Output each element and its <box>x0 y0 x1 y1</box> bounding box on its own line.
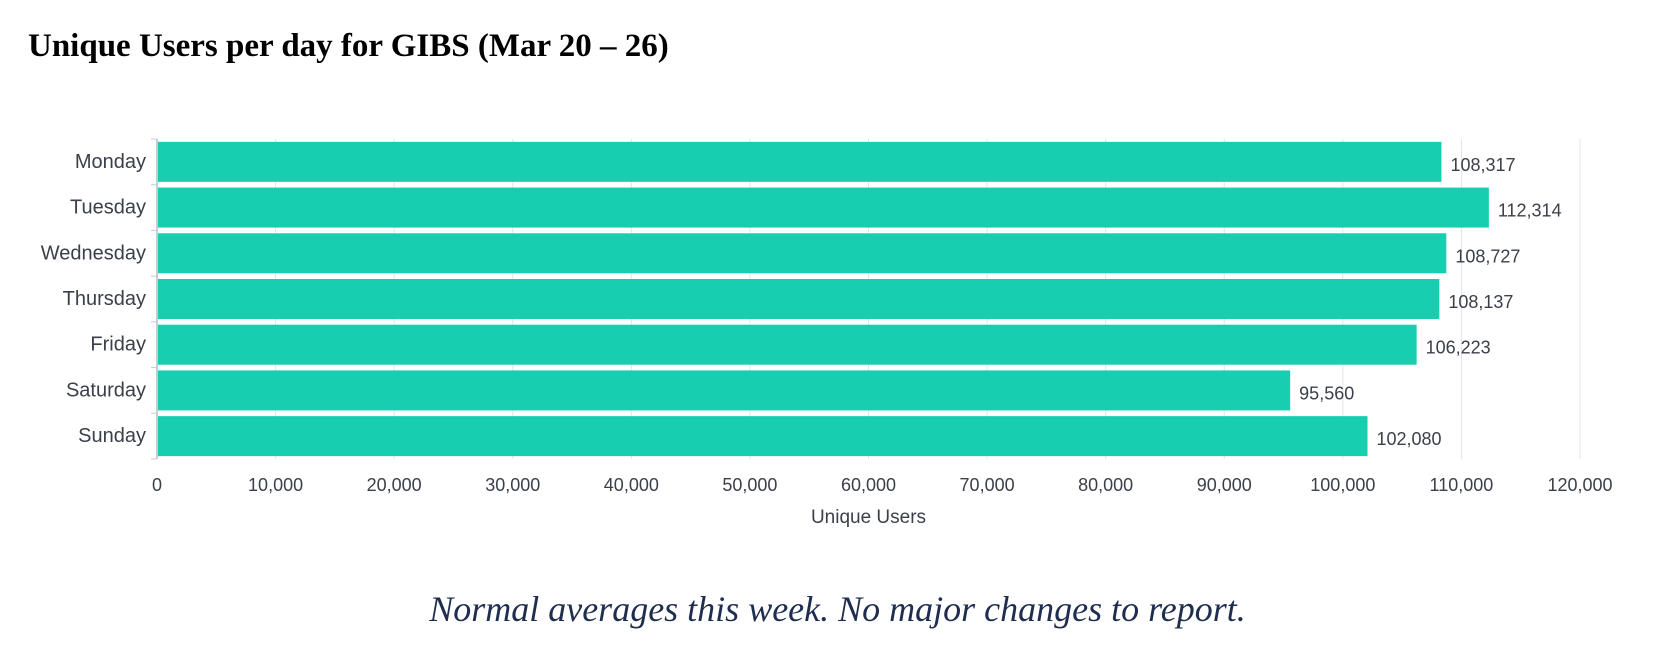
data-label: 106,223 <box>1426 338 1491 358</box>
bar <box>157 370 1291 411</box>
axis-layer: 0 10,000 20,000 30,000 40,000 50,000 60,000 70,… <box>41 138 1613 528</box>
x-tick-label: 20,000 <box>367 475 422 495</box>
x-tick-label: 90,000 <box>1197 475 1252 495</box>
x-tick-label: 50,000 <box>722 475 777 495</box>
bar <box>157 324 1417 365</box>
data-label: 108,317 <box>1450 155 1515 175</box>
y-category-label: Monday <box>75 151 146 173</box>
bar <box>157 187 1489 228</box>
y-category-label: Wednesday <box>41 242 146 264</box>
x-tick-label: 100,000 <box>1310 475 1375 495</box>
y-category-label: Saturday <box>66 379 146 401</box>
bar <box>157 141 1442 182</box>
bar <box>157 279 1440 319</box>
data-label: 102,080 <box>1376 429 1441 449</box>
bar <box>157 416 1368 457</box>
x-tick-label: 70,000 <box>960 475 1015 495</box>
y-category-label: Friday <box>90 334 146 356</box>
data-label: 108,137 <box>1448 292 1513 312</box>
data-label: 112,314 <box>1498 201 1562 221</box>
y-category-label: Sunday <box>78 425 146 447</box>
footnote-text: Normal averages this week. No major chan… <box>429 589 1246 629</box>
x-tick-label: 30,000 <box>485 475 540 495</box>
x-tick-label: 60,000 <box>841 475 896 495</box>
bar-chart: 0 10,000 20,000 30,000 40,000 50,000 60,000 70,… <box>41 138 1613 528</box>
data-label: 108,727 <box>1455 246 1520 266</box>
x-tick-label: 110,000 <box>1430 475 1494 495</box>
data-label: 95,560 <box>1299 383 1354 403</box>
x-axis-title: Unique Users <box>811 507 926 528</box>
label-layer: 108,317 112,314 108,727 108,137 106,223 95,56… <box>1299 155 1561 449</box>
x-tick-label: 0 <box>152 475 162 495</box>
x-tick-label: 80,000 <box>1078 475 1133 495</box>
page-title: Unique Users per day for GIBS (Mar 20 – … <box>28 28 669 64</box>
x-tick-label: 120,000 <box>1547 475 1612 495</box>
bar <box>157 233 1447 274</box>
y-category-label: Tuesday <box>70 197 146 219</box>
y-category-label: Thursday <box>63 288 146 310</box>
x-tick-label: 40,000 <box>604 475 659 495</box>
x-tick-label: 10,000 <box>248 475 303 495</box>
bar-layer <box>157 141 1489 457</box>
